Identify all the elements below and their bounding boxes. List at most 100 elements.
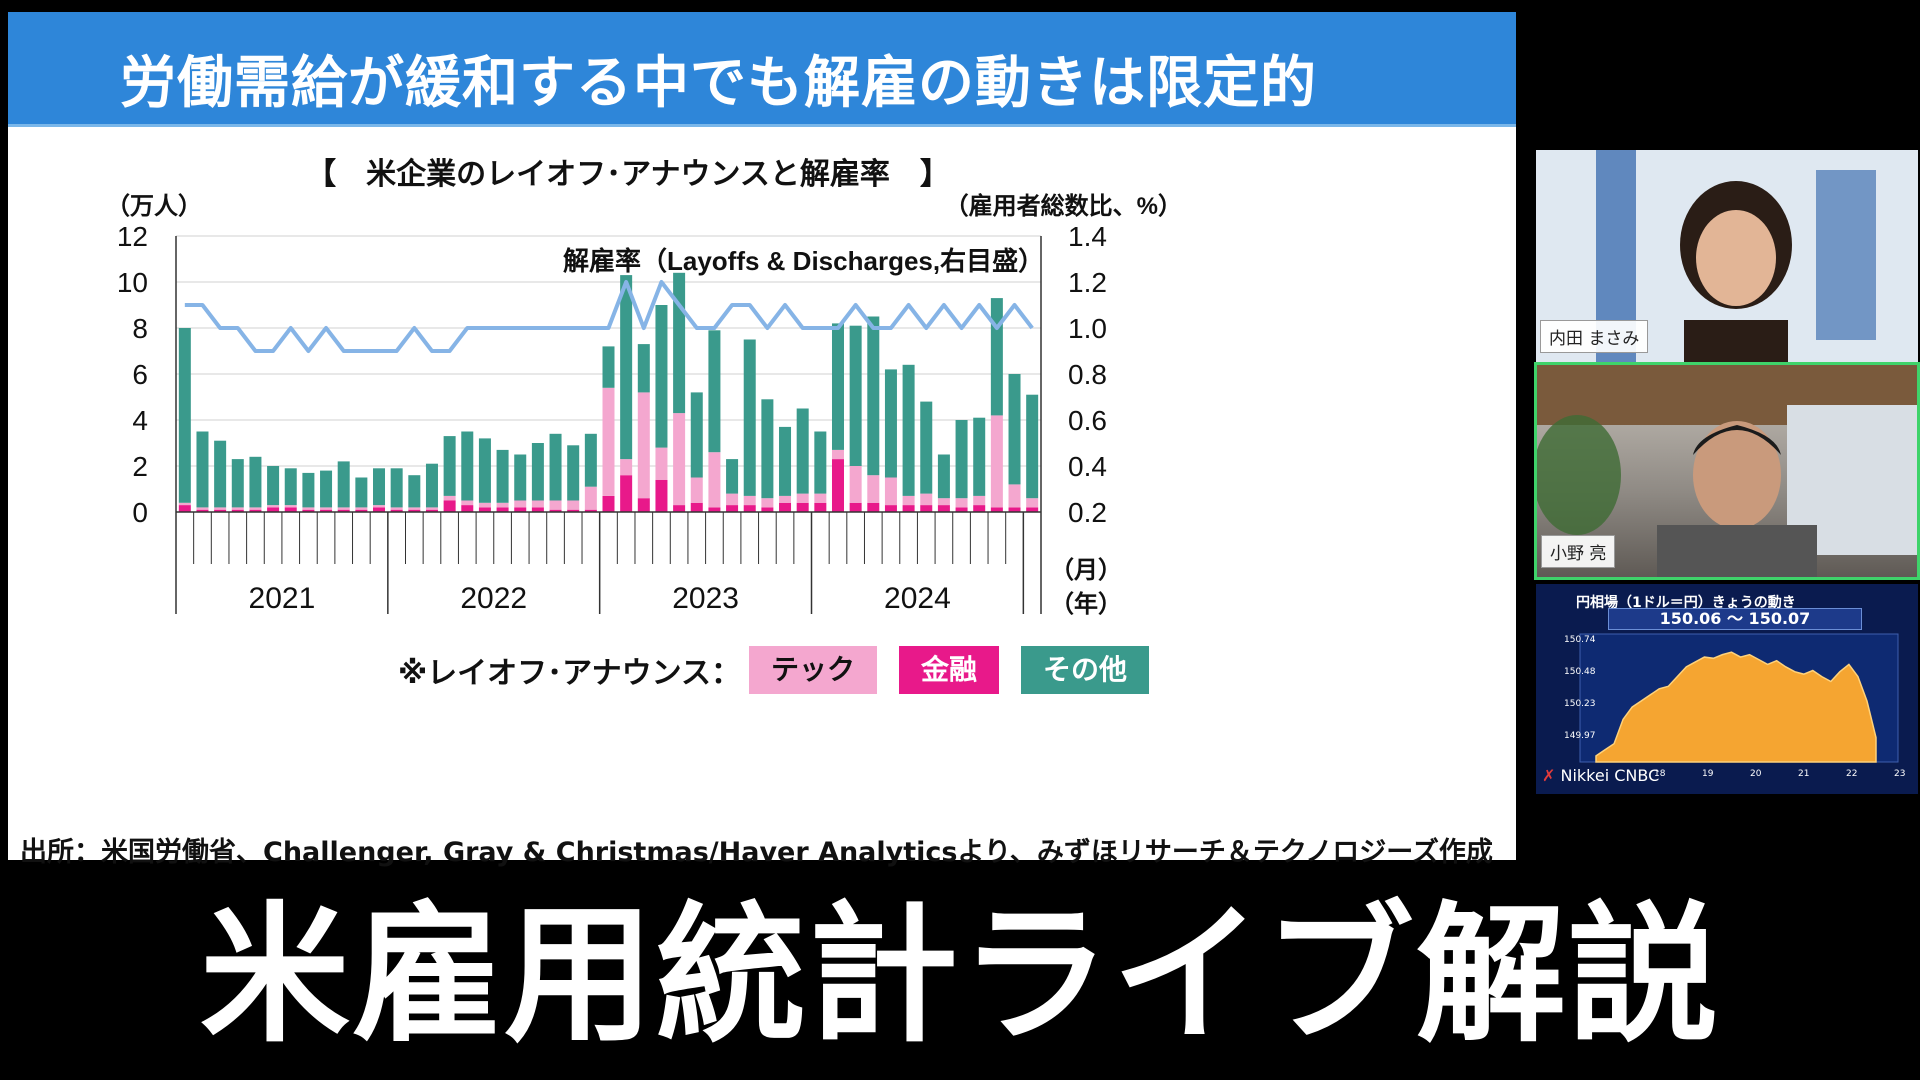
- legend-label: ※レイオフ･アナウンス：: [398, 656, 741, 691]
- bar-segment: [390, 509, 403, 512]
- bar-segment: [425, 509, 438, 512]
- bar-segment: [1026, 394, 1039, 499]
- fx-x-tick: 20: [1750, 769, 1762, 779]
- bar-segment: [602, 495, 615, 512]
- year-label: 2023: [672, 582, 739, 615]
- bar-segment: [761, 498, 774, 508]
- bar-segment: [673, 505, 686, 512]
- bar-segment: [178, 328, 191, 503]
- video-tile-speaker-2[interactable]: 小野 亮: [1534, 362, 1920, 580]
- layoff-rate-line: [184, 280, 1034, 353]
- bar-segment: [214, 509, 227, 512]
- bar-segment: [973, 505, 986, 512]
- bar-segment: [708, 330, 721, 453]
- bar-segment: [655, 447, 668, 480]
- bar-segment: [726, 493, 739, 506]
- bar-segment: [831, 449, 844, 460]
- chart-svg: 【 米企業のレイオフ･アナウンスと解雇率 】 （万人） （雇用者総数比、%） 0 2 4 6…: [106, 157, 1182, 618]
- bar-segment: [637, 344, 650, 393]
- bar-segment: [779, 426, 792, 496]
- bar-segment: [408, 509, 421, 512]
- bar-segment: [673, 413, 686, 506]
- bar-segment: [302, 509, 315, 512]
- bar-segment: [249, 509, 262, 512]
- year-label: 2024: [884, 582, 951, 615]
- bar-segment: [249, 456, 262, 508]
- bar-segment: [673, 272, 686, 414]
- bar-segment: [355, 507, 368, 510]
- presentation-slide: 労働需給が緩和する中でも解雇の動きは限定的 【 米企業のレイオフ･アナウンスと解…: [8, 12, 1516, 868]
- left-tick-label: 4: [132, 405, 148, 436]
- right-tick-label: 1.0: [1068, 313, 1107, 344]
- bar-segment: [867, 316, 880, 476]
- bar-segment: [867, 502, 880, 512]
- source-note: 出所：米国労働省、Challenger, Gray & Christmas/Ha…: [20, 837, 1493, 868]
- bar-segment: [814, 431, 827, 494]
- legend-other: その他: [1021, 646, 1150, 694]
- left-tick-label: 2: [132, 451, 148, 482]
- bar-segment: [849, 466, 862, 503]
- fx-x-tick: 18: [1654, 769, 1666, 779]
- fx-chart: 150.74 150.48 150.23 149.97 18 19 20 21 22 23: [1564, 633, 1905, 779]
- bar-segment: [1008, 374, 1021, 485]
- year-label: 2021: [249, 582, 316, 615]
- nikkei-logo-icon: ✗: [1542, 766, 1556, 785]
- bar-segment: [849, 325, 862, 466]
- bar-segment: [831, 459, 844, 512]
- bar-segment: [761, 507, 774, 512]
- bar-segment: [637, 498, 650, 512]
- bar-segment: [620, 275, 633, 460]
- bar-segment: [337, 507, 350, 510]
- bar-segment: [884, 505, 897, 512]
- right-tick-label: 0.2: [1068, 497, 1107, 528]
- year-axis-unit: （年）: [1050, 590, 1122, 618]
- bar-segment: [779, 502, 792, 512]
- fx-y-tick: 150.74: [1564, 635, 1596, 645]
- slide-title: 労働需給が緩和する中でも解雇の動きは限定的: [120, 51, 1317, 116]
- bar-segment: [549, 433, 562, 501]
- left-tick-label: 8: [132, 313, 148, 344]
- bar-segment: [531, 443, 544, 501]
- channel-badge: ✗ Nikkei CNBC: [1542, 766, 1659, 785]
- bar-segment: [726, 505, 739, 512]
- bar-segment: [655, 305, 668, 448]
- bar-segment: [955, 507, 968, 512]
- bar-segment: [973, 417, 986, 496]
- bar-segment: [249, 507, 262, 510]
- video-tile-speaker-1[interactable]: 内田 まさみ: [1536, 150, 1918, 362]
- bar-segment: [955, 420, 968, 499]
- bar-segment: [690, 392, 703, 478]
- bar-segment: [373, 507, 386, 512]
- fx-y-tick: 150.48: [1564, 667, 1596, 677]
- bar-segment: [549, 509, 562, 512]
- bar-segment: [1008, 484, 1021, 508]
- bar-segment: [337, 509, 350, 512]
- bar-segment: [884, 369, 897, 478]
- bar-segment: [690, 477, 703, 503]
- bar-segment: [478, 502, 491, 508]
- broadcast-caption: 米雇用統計ライブ解説: [199, 889, 1720, 1063]
- bar-segment: [567, 509, 580, 512]
- bar-segment: [514, 500, 527, 508]
- bar-segment: [831, 323, 844, 450]
- bar-segment: [779, 495, 792, 503]
- bar-segment: [231, 459, 244, 508]
- bar-segment: [531, 507, 544, 512]
- bar-segment: [320, 507, 333, 510]
- bar-segment: [990, 415, 1003, 508]
- year-label: 2022: [460, 582, 527, 615]
- bar-segment: [355, 509, 368, 512]
- speaker-2-name: 小野 亮: [1541, 535, 1616, 568]
- bar-segment: [584, 486, 597, 510]
- right-tick-label: 0.8: [1068, 359, 1107, 390]
- speaker-2-silhouette: [1537, 365, 1917, 577]
- bar-segment: [320, 470, 333, 508]
- fx-x-tick: 22: [1846, 769, 1857, 779]
- bar-segment: [178, 505, 191, 512]
- bar-segment: [620, 459, 633, 476]
- bar-segment: [302, 507, 315, 510]
- bar-segment: [408, 475, 421, 508]
- bar-segment: [443, 436, 456, 496]
- bar-segment: [284, 507, 297, 512]
- bar-segment: [937, 498, 950, 506]
